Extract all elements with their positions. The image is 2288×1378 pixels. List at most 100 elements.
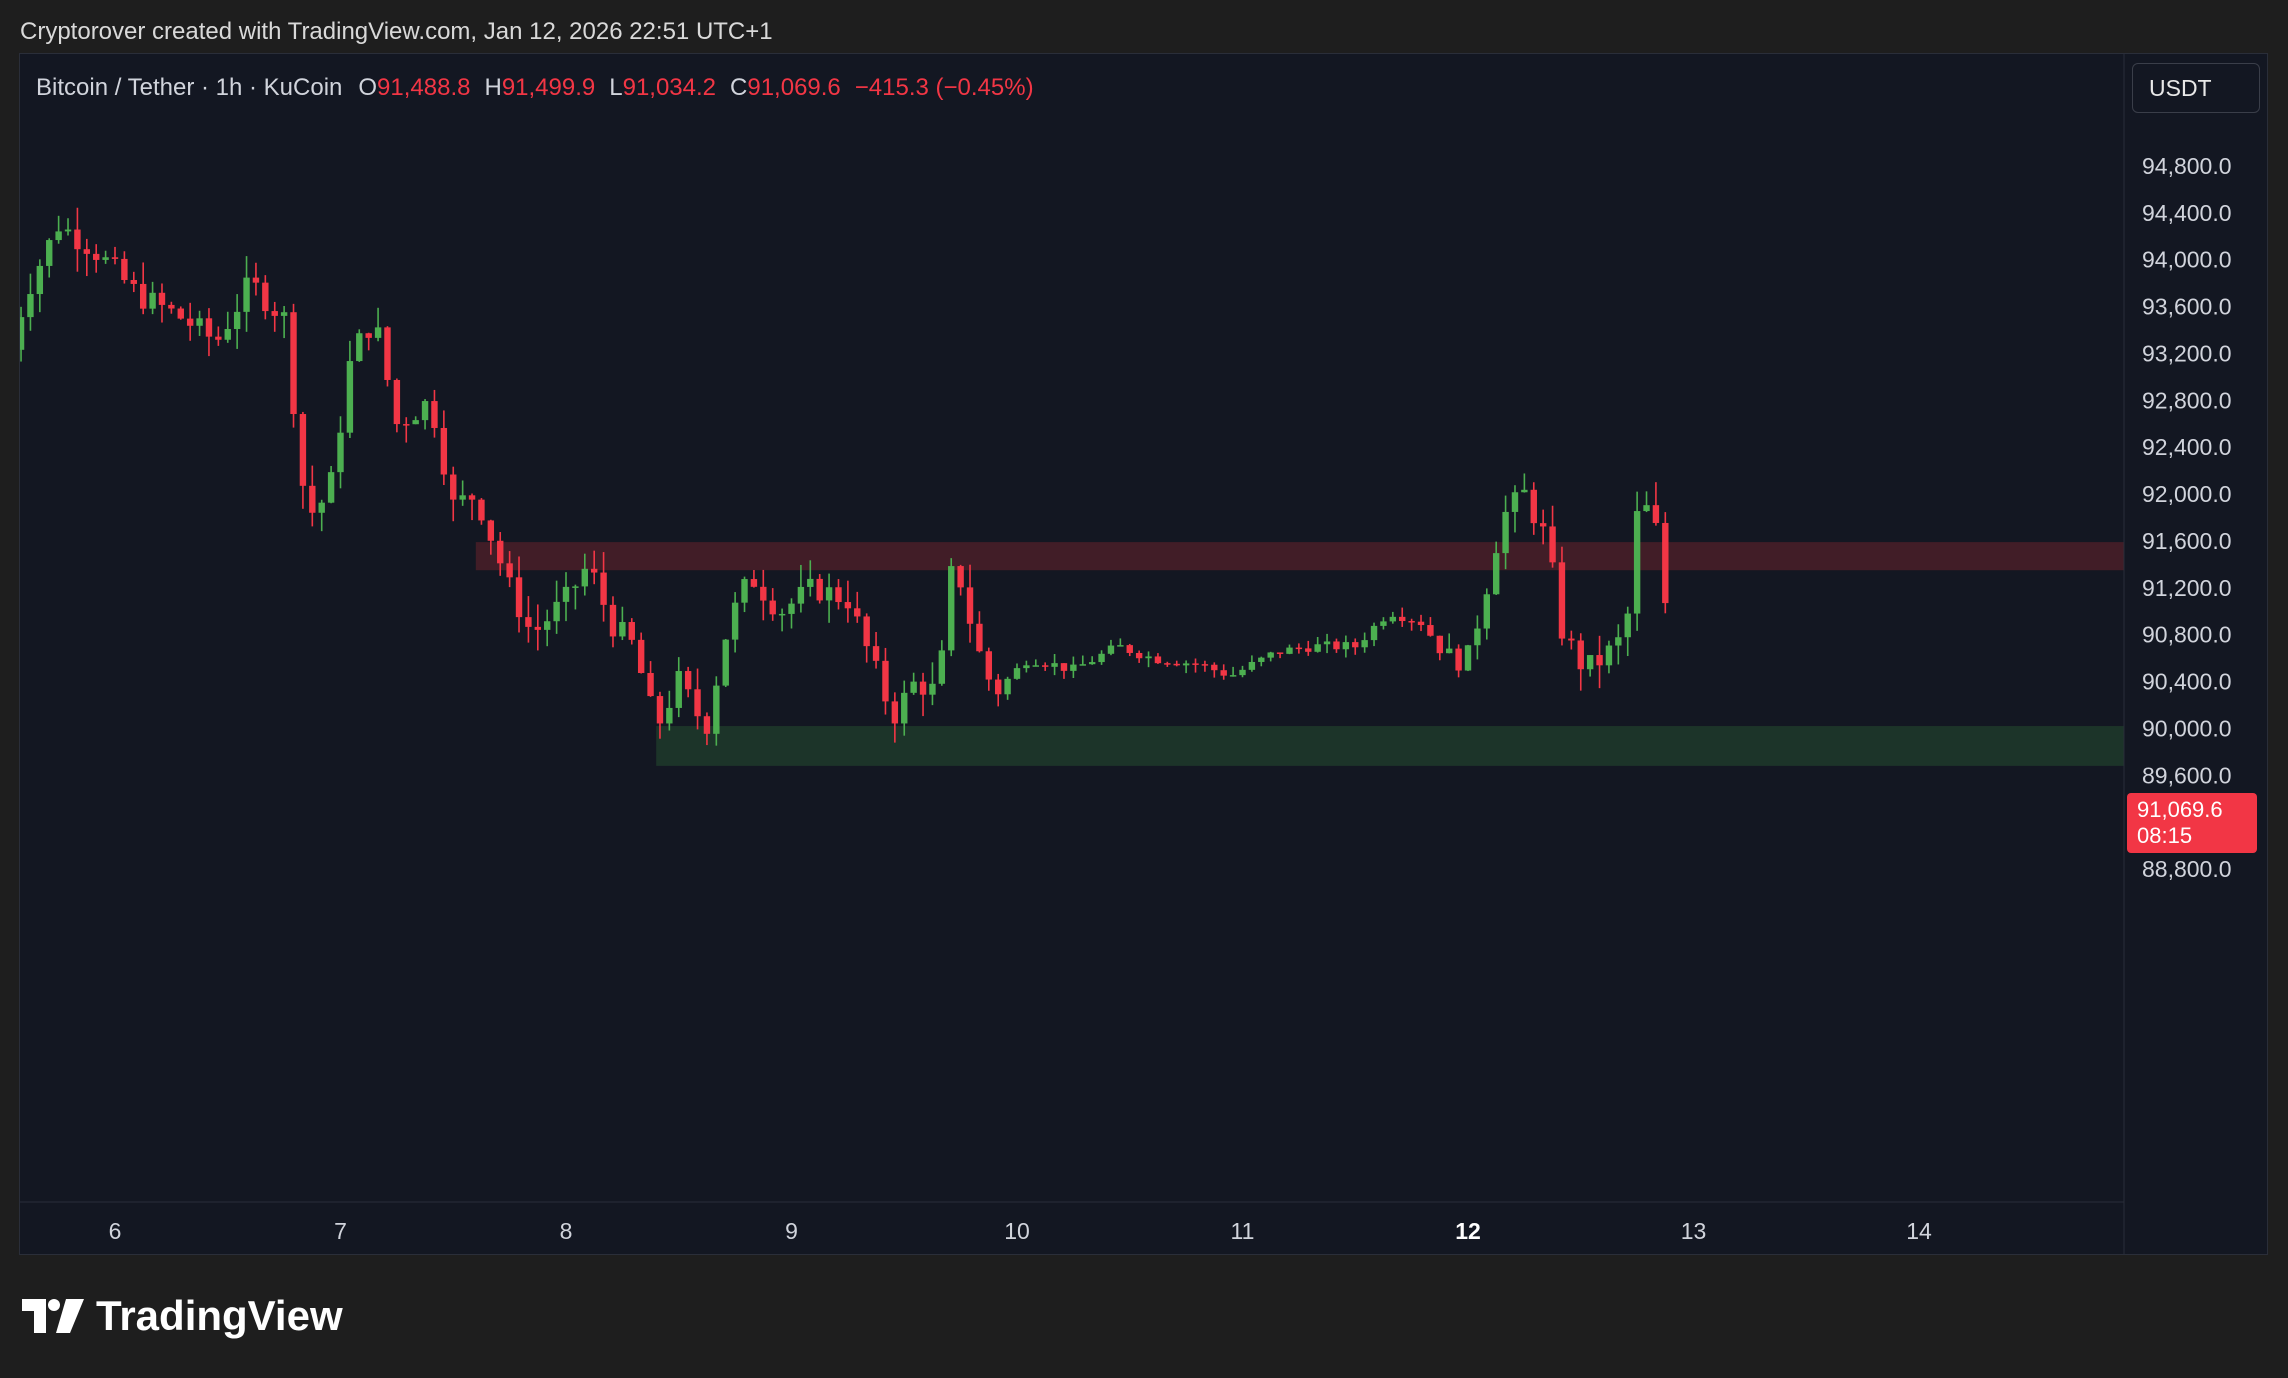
candle — [572, 584, 579, 610]
candles-layer — [20, 207, 1669, 746]
low-value: 91,034.2 — [622, 74, 717, 101]
candle — [440, 410, 448, 485]
candle-body — [27, 294, 34, 318]
candle — [1352, 638, 1359, 655]
candle-body — [609, 604, 617, 637]
candle-body — [1220, 670, 1227, 676]
candle — [797, 564, 805, 613]
candle-body — [55, 231, 62, 241]
candle-body — [497, 540, 504, 564]
tradingview-logo-icon — [22, 1299, 84, 1333]
ohlc-legend: Bitcoin / Tether · 1h · KuCoin O 91,488.… — [36, 74, 1048, 102]
currency-unit-button[interactable]: USDT — [2132, 63, 2260, 113]
price-tick-label: 90,000.0 — [2142, 715, 2232, 741]
candle-body — [1305, 648, 1312, 652]
price-tick-label: 88,800.0 — [2142, 856, 2232, 882]
candle — [1586, 655, 1594, 677]
candle-body — [1417, 621, 1425, 626]
candle — [384, 326, 391, 387]
candle — [1248, 655, 1256, 672]
candle-body — [1135, 652, 1143, 659]
candle-body — [1586, 655, 1594, 670]
candle-body — [590, 568, 598, 573]
candle-body — [1117, 645, 1124, 647]
candle-body — [1352, 642, 1359, 648]
tradingview-logo[interactable]: TradingView — [22, 1292, 343, 1340]
candle-body — [139, 283, 147, 309]
candle — [233, 294, 241, 349]
candle-body — [1314, 644, 1321, 652]
candle-body — [713, 685, 720, 734]
candle — [1427, 617, 1434, 637]
candle-body — [20, 317, 25, 350]
candle-body — [1013, 668, 1021, 679]
candle — [1295, 643, 1303, 654]
candle — [83, 238, 91, 277]
candle-body — [656, 696, 664, 724]
candle-body — [149, 292, 156, 309]
candle — [703, 712, 711, 746]
candle-body — [1389, 616, 1397, 622]
candle-body — [1539, 523, 1547, 527]
candle — [515, 556, 523, 633]
candle-body — [168, 304, 175, 309]
candle — [215, 326, 222, 346]
candle-body — [1098, 653, 1105, 663]
candle-body — [1295, 647, 1303, 650]
candle-body — [1380, 621, 1387, 626]
candle — [1380, 617, 1387, 630]
candle-body — [309, 485, 316, 513]
candle — [929, 662, 936, 706]
candle-body — [111, 257, 119, 259]
symbol-label[interactable]: Bitcoin / Tether · 1h · KuCoin — [36, 74, 343, 101]
candle-body — [1521, 489, 1528, 493]
candle — [1267, 651, 1274, 662]
candle-body — [186, 318, 194, 326]
price-tick-label: 90,400.0 — [2142, 669, 2232, 695]
price-tick-label: 90,800.0 — [2142, 622, 2232, 648]
time-tick-label: 12 — [1455, 1218, 1481, 1244]
candle-body — [1568, 638, 1575, 641]
candle-body — [525, 617, 532, 627]
candle-body — [769, 600, 776, 615]
candle-body — [976, 623, 983, 652]
candle — [525, 596, 532, 643]
candle-body — [1633, 511, 1641, 614]
candle-body — [440, 427, 448, 475]
candle-body — [882, 660, 889, 702]
candle — [722, 638, 729, 688]
candle — [346, 340, 354, 439]
candle-body — [459, 495, 466, 500]
candle — [1652, 482, 1660, 526]
candle — [468, 493, 476, 521]
candle — [412, 416, 419, 425]
candle-body — [1399, 616, 1406, 622]
candle-body — [684, 671, 692, 690]
candle — [1060, 663, 1068, 679]
candle-body — [1436, 635, 1444, 654]
candle — [741, 576, 748, 613]
chart-panel[interactable]: 94,800.0 94,400.0 94,000.0 93,600.0 93,200.0… — [19, 53, 2268, 1255]
time-tick-label: 10 — [1004, 1218, 1030, 1244]
candle-body — [46, 240, 53, 266]
change-value: −415.3 (−0.45%) — [854, 74, 1034, 101]
candle-body — [1248, 661, 1256, 670]
candle-body — [731, 602, 739, 640]
candle — [459, 480, 466, 506]
price-chart[interactable]: 94,800.0 94,400.0 94,000.0 93,600.0 93,200.0… — [20, 54, 2267, 1254]
candle — [130, 271, 137, 293]
candle — [121, 251, 128, 284]
candle — [487, 519, 495, 555]
candle — [421, 399, 429, 430]
candle — [581, 553, 588, 596]
candle — [1192, 658, 1199, 673]
price-tick-label: 94,400.0 — [2142, 200, 2232, 226]
candle — [854, 591, 861, 623]
candle — [186, 302, 194, 341]
candle — [1539, 509, 1547, 545]
candle-body — [384, 327, 391, 380]
candle-body — [290, 312, 297, 415]
candle — [1305, 640, 1312, 656]
time-tick-label: 9 — [785, 1218, 798, 1244]
candle-body — [619, 622, 626, 637]
